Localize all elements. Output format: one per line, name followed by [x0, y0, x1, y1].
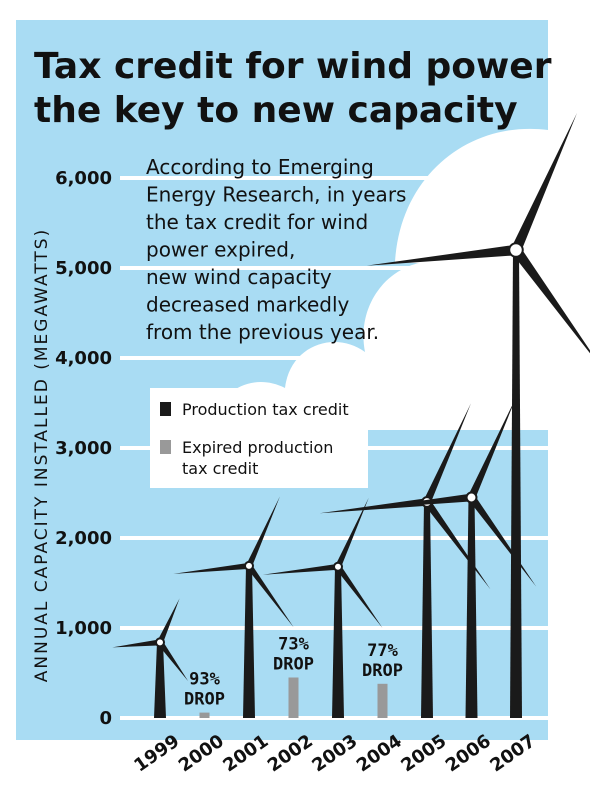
annotation-line: Energy Research, in years [146, 183, 406, 207]
bar-2001 [243, 565, 255, 718]
turbine-hub [155, 637, 165, 648]
cloud-shape [218, 128, 549, 430]
drop-label: 93% [189, 670, 220, 690]
y-tick-label: 1,000 [55, 618, 112, 639]
y-tick-label: 0 [99, 708, 112, 729]
legend: Production tax credit Expired production t… [150, 388, 368, 488]
drop-label: DROP [184, 690, 225, 710]
y-tick-label: 4,000 [55, 348, 112, 369]
bar-2000 [199, 712, 210, 718]
bar-2005 [421, 502, 433, 718]
title-line: the key to new capacity [34, 90, 518, 131]
bar-2002 [288, 677, 299, 718]
annotation-line: According to Emerging [146, 155, 374, 179]
y-axis-label: ANNUAL CAPACITY INSTALLED (MEGAWATTS) [32, 228, 52, 682]
bar-2006 [465, 497, 478, 718]
turbine-blade [246, 496, 280, 568]
drop-label: 77% [367, 641, 398, 661]
turbine-hub [333, 561, 343, 572]
annotation-line: the tax credit for wind [146, 210, 368, 234]
turbine-blade [157, 640, 189, 682]
annotation-line: new wind capacity [146, 265, 332, 289]
legend-swatch-expired [160, 440, 171, 454]
drop-label: DROP [273, 655, 314, 675]
turbine-blade [246, 564, 294, 628]
bar-2007 [510, 250, 522, 718]
y-axis-ticks: 0 1,000 2,000 3,000 4,000 5,000 6,000 [55, 168, 112, 729]
y-tick-label: 3,000 [55, 438, 112, 459]
turbine-2001 [173, 496, 294, 718]
turbine-blade [423, 403, 471, 504]
turbine-blade [262, 563, 339, 575]
title-line: Tax credit for wind power [34, 46, 552, 87]
turbine-blade [319, 498, 428, 514]
y-tick-label: 2,000 [55, 528, 112, 549]
turbine-blade [335, 565, 383, 628]
turbine-blade [467, 396, 517, 500]
turbine-hub [465, 491, 478, 504]
legend-label: tax credit [182, 459, 258, 478]
legend-label: Expired production [182, 438, 333, 457]
turbine-blade [335, 497, 369, 569]
turbine-2003 [262, 497, 383, 718]
drop-label: DROP [362, 661, 403, 681]
turbine-blade [157, 598, 180, 644]
turbine-blade [112, 639, 161, 648]
turbine-blade [361, 493, 472, 510]
turbine-hub [244, 560, 254, 571]
annotation-line: power expired, [146, 238, 295, 262]
legend-label: Production tax credit [182, 400, 349, 419]
legend-swatch-production [160, 402, 171, 416]
legend-box [150, 388, 368, 488]
turbine-blade [511, 112, 578, 253]
cloud-top [395, 128, 548, 270]
turbine-blade [366, 244, 517, 266]
bar-2004 [377, 683, 388, 718]
bar-2003 [332, 566, 344, 718]
y-tick-label: 6,000 [55, 168, 112, 189]
drop-label: 73% [278, 635, 309, 655]
annotation-line: from the previous year. [146, 320, 379, 344]
annotation-text: According to Emerging Energy Research, in… [146, 155, 406, 344]
turbine-blade [173, 562, 250, 574]
turbine-blade [511, 246, 590, 354]
turbine-hub [508, 242, 524, 258]
bar-1999 [154, 642, 166, 718]
turbine-1999 [112, 598, 189, 718]
annotation-line: decreased markedly [146, 293, 350, 317]
data-marks [112, 112, 590, 718]
y-tick-label: 5,000 [55, 258, 112, 279]
turbine-2007 [366, 112, 590, 718]
